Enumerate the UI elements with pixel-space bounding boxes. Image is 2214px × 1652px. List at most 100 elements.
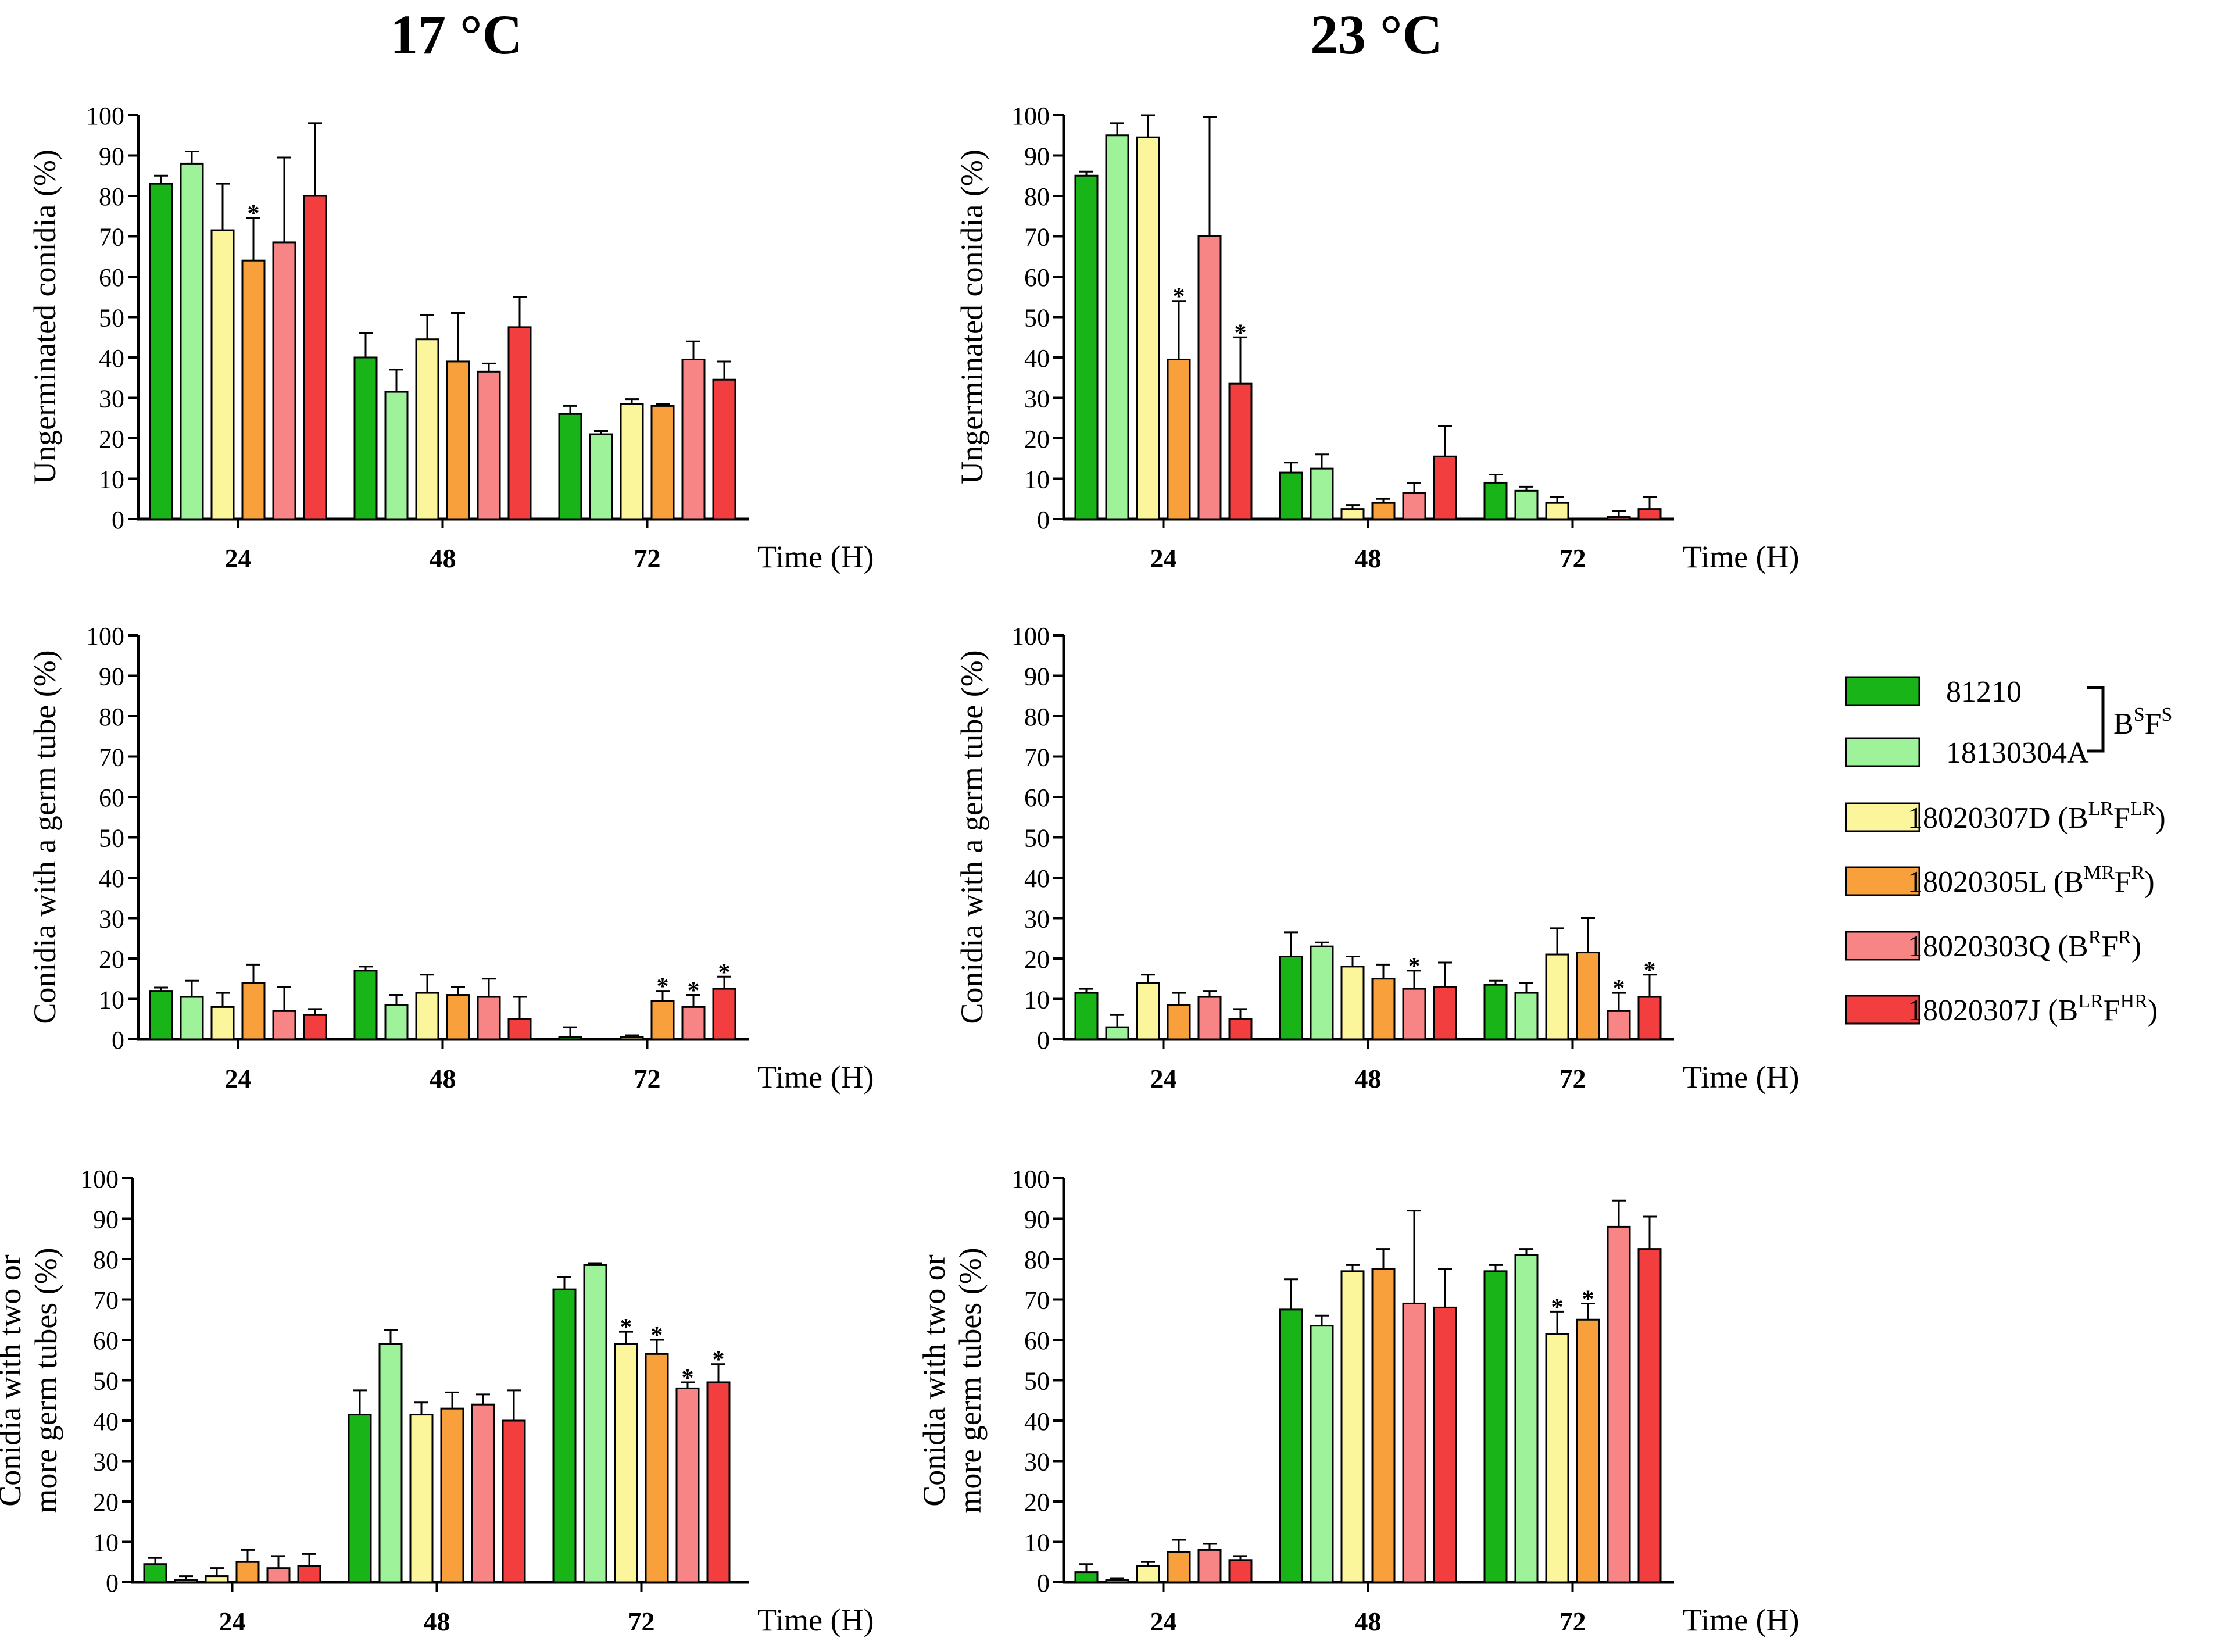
x-tick-label: 24 bbox=[225, 543, 252, 573]
bar bbox=[143, 1563, 167, 1583]
y-tick-label: 10 bbox=[99, 986, 124, 1014]
bar bbox=[1167, 1004, 1191, 1040]
bar bbox=[1074, 1571, 1099, 1583]
significance-star: * bbox=[657, 974, 669, 1000]
legend-item: 18020303Q (BRFR) bbox=[1845, 927, 2141, 963]
bar bbox=[477, 996, 501, 1040]
bar bbox=[552, 1288, 577, 1583]
x-tick-label: 48 bbox=[1355, 543, 1382, 573]
legend-swatch bbox=[1845, 995, 1920, 1025]
bar bbox=[1402, 988, 1426, 1040]
legend-label: 18020307J (BLRFHR) bbox=[1908, 991, 2158, 1027]
y-tick-label: 30 bbox=[99, 905, 124, 934]
bar bbox=[1105, 134, 1129, 520]
legend-label: 18020307D (BLRFLR) bbox=[1908, 798, 2166, 835]
y-tick-label: 100 bbox=[80, 1165, 119, 1193]
significance-star: * bbox=[688, 978, 700, 1004]
bar bbox=[180, 162, 204, 520]
bar bbox=[384, 391, 409, 520]
bar bbox=[1371, 1268, 1396, 1583]
bar bbox=[303, 1014, 327, 1040]
bar bbox=[241, 982, 266, 1040]
bar bbox=[1514, 489, 1539, 520]
y-tick-label: 20 bbox=[1024, 1488, 1050, 1517]
y-tick-label: 0 bbox=[112, 506, 124, 534]
x-tick-label: 72 bbox=[634, 1064, 661, 1093]
y-tick-label: 60 bbox=[1024, 263, 1050, 292]
chart-panel-17C-ungerminated: 0 10 20 30 40 50 60 70 80 90 100 Ungerminated conid… bbox=[27, 102, 874, 574]
bar bbox=[1310, 945, 1334, 1040]
x-axis-label: Time (H) bbox=[757, 1060, 874, 1095]
x-axis-label: Time (H) bbox=[757, 539, 874, 574]
y-tick-label: 10 bbox=[93, 1529, 119, 1557]
y-tick-label: 80 bbox=[1024, 703, 1050, 731]
y-tick-label: 40 bbox=[99, 344, 124, 373]
bar bbox=[353, 970, 378, 1040]
legend-swatch bbox=[1845, 676, 1920, 706]
significance-star: * bbox=[1235, 320, 1247, 346]
bar bbox=[1371, 978, 1396, 1040]
bar bbox=[1433, 1306, 1457, 1583]
bar bbox=[272, 241, 296, 520]
y-tick-label: 0 bbox=[1037, 1569, 1050, 1597]
bar bbox=[1228, 382, 1253, 520]
bar bbox=[1074, 174, 1099, 520]
chart-panel-17C-two-or-more-germ-tubes: 0 10 20 30 40 50 60 70 80 90 100 Conidia with two o… bbox=[0, 1165, 874, 1637]
chart-panel-23C-two-or-more-germ-tubes: 0 10 20 30 40 50 60 70 80 90 100 Conidia with two o… bbox=[917, 1165, 1800, 1637]
bar bbox=[149, 183, 173, 520]
chart-panel-17C-one-germ-tube: 0 10 20 30 40 50 60 70 80 90 100 Conidia with a ger… bbox=[27, 622, 874, 1095]
bar bbox=[1279, 956, 1303, 1040]
significance-star: * bbox=[620, 1314, 632, 1341]
y-tick-label: 40 bbox=[1024, 864, 1050, 893]
x-tick-label: 72 bbox=[1560, 1607, 1586, 1636]
bar bbox=[1197, 1549, 1222, 1583]
bar bbox=[378, 1343, 403, 1583]
legend: 81210 18130304A 18020307D (BLRFLR) 18020… bbox=[1845, 675, 2172, 1027]
y-tick-label: 50 bbox=[1024, 304, 1050, 332]
bar bbox=[446, 360, 470, 520]
x-tick-label: 72 bbox=[1560, 543, 1586, 573]
bar bbox=[1136, 982, 1160, 1040]
x-tick-label: 24 bbox=[225, 1064, 252, 1093]
y-tick-label: 20 bbox=[99, 425, 124, 453]
x-axis-label: Time (H) bbox=[1683, 1603, 1800, 1637]
y-tick-label: 0 bbox=[1037, 506, 1050, 534]
x-tick-label: 72 bbox=[1560, 1064, 1586, 1093]
bar bbox=[1483, 1270, 1508, 1583]
x-tick-label: 72 bbox=[634, 543, 661, 573]
y-tick-label: 70 bbox=[1024, 223, 1050, 252]
x-tick-label: 72 bbox=[628, 1607, 655, 1636]
legend-item: 18020307J (BLRFHR) bbox=[1845, 991, 2158, 1027]
bar bbox=[645, 1353, 669, 1583]
y-axis-label: Conidia with a germ tube (%) bbox=[27, 650, 62, 1024]
significance-star: * bbox=[1613, 975, 1625, 1002]
bar bbox=[297, 1565, 321, 1583]
y-tick-label: 80 bbox=[99, 183, 124, 211]
x-tick-label: 48 bbox=[430, 1064, 456, 1093]
y-tick-label: 30 bbox=[1024, 385, 1050, 413]
y-tick-label: 80 bbox=[93, 1246, 119, 1274]
y-tick-label: 60 bbox=[93, 1326, 119, 1355]
y-tick-label: 60 bbox=[1024, 784, 1050, 812]
y-tick-label: 30 bbox=[1024, 905, 1050, 934]
y-tick-label: 20 bbox=[1024, 425, 1050, 453]
significance-star: * bbox=[718, 959, 731, 986]
bar bbox=[303, 195, 327, 520]
x-tick-label: 48 bbox=[430, 543, 456, 573]
bar bbox=[1228, 1018, 1253, 1040]
significance-star: * bbox=[713, 1347, 725, 1374]
bar bbox=[614, 1343, 638, 1583]
bar bbox=[353, 356, 378, 520]
y-tick-label: 20 bbox=[93, 1488, 119, 1517]
bar bbox=[241, 259, 266, 520]
legend-label: 18020303Q (BRFR) bbox=[1908, 927, 2141, 963]
significance-star: * bbox=[682, 1365, 694, 1392]
bar bbox=[1483, 481, 1508, 520]
significance-star: * bbox=[1644, 957, 1656, 984]
legend-group-bracket bbox=[2087, 686, 2105, 753]
bar bbox=[415, 338, 439, 520]
x-tick-label: 24 bbox=[1150, 1064, 1177, 1093]
y-tick-label: 100 bbox=[1011, 102, 1050, 130]
bar bbox=[210, 229, 235, 520]
